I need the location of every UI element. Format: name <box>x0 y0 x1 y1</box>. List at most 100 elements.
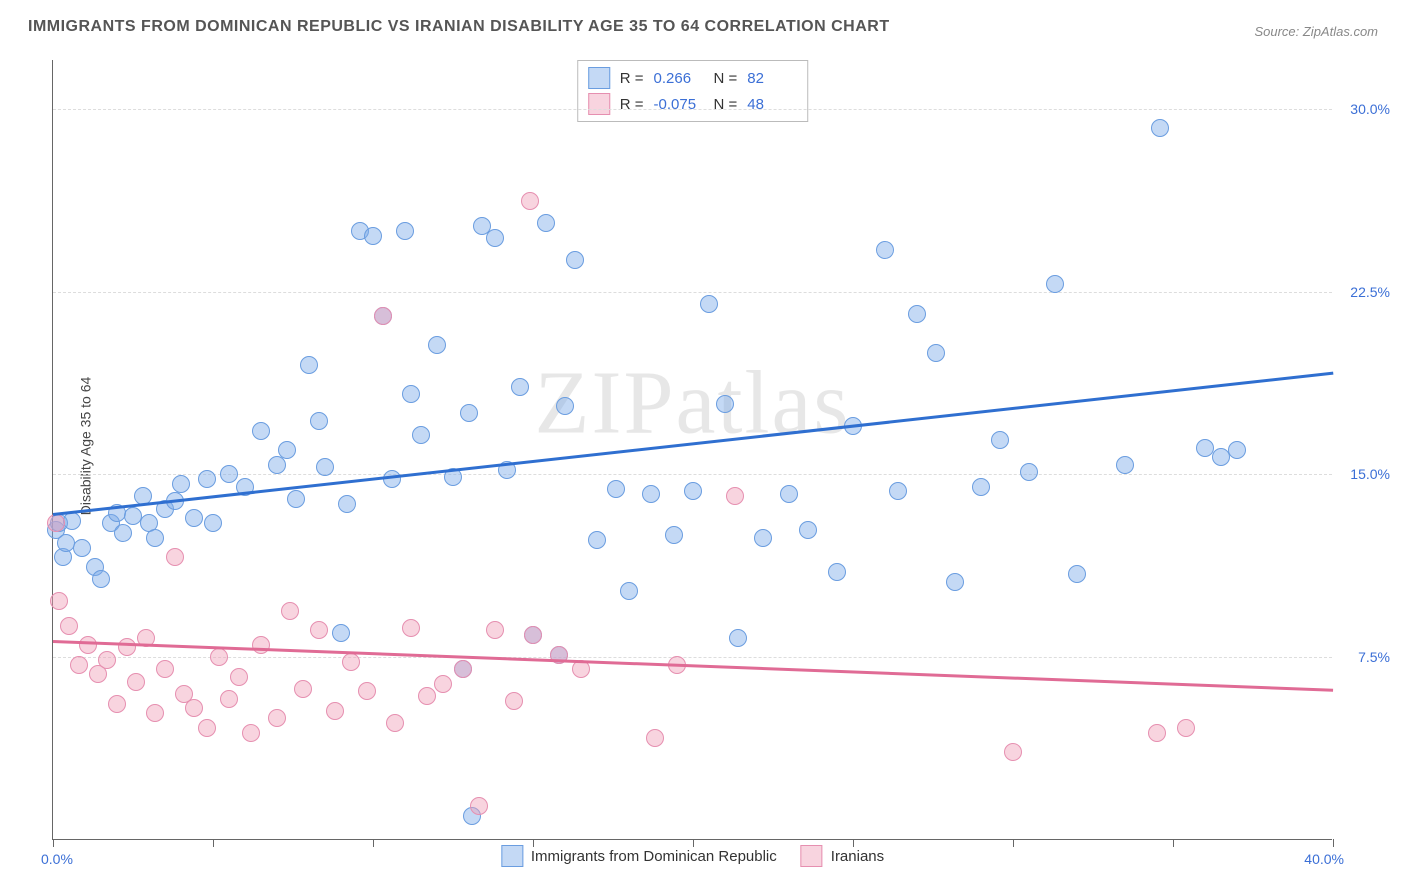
data-point <box>374 307 392 325</box>
data-point <box>642 485 660 503</box>
r-label: R = <box>620 70 644 87</box>
data-point <box>716 395 734 413</box>
data-point <box>98 651 116 669</box>
data-point <box>889 482 907 500</box>
data-point <box>60 617 78 635</box>
data-point <box>1020 463 1038 481</box>
legend-swatch <box>588 67 610 89</box>
x-tick <box>213 839 214 847</box>
data-point <box>198 719 216 737</box>
x-tick <box>853 839 854 847</box>
legend-label: Iranians <box>831 848 884 865</box>
data-point <box>521 192 539 210</box>
data-point <box>127 673 145 691</box>
data-point <box>108 695 126 713</box>
data-point <box>780 485 798 503</box>
x-tick <box>1013 839 1014 847</box>
data-point <box>185 699 203 717</box>
data-point <box>1046 275 1064 293</box>
data-point <box>294 680 312 698</box>
data-point <box>92 570 110 588</box>
data-point <box>1151 119 1169 137</box>
data-point <box>204 514 222 532</box>
data-point <box>332 624 350 642</box>
data-point <box>166 548 184 566</box>
data-point <box>402 619 420 637</box>
data-point <box>210 648 228 666</box>
gridline <box>53 109 1332 110</box>
gridline <box>53 474 1332 475</box>
gridline <box>53 657 1332 658</box>
r-value: 0.266 <box>654 70 704 87</box>
legend-swatch <box>801 845 823 867</box>
data-point <box>118 638 136 656</box>
r-value: -0.075 <box>654 96 704 113</box>
trend-line <box>53 640 1333 691</box>
data-point <box>505 692 523 710</box>
data-point <box>230 668 248 686</box>
data-point <box>412 426 430 444</box>
x-tick <box>53 839 54 847</box>
y-tick-label: 7.5% <box>1358 649 1390 665</box>
data-point <box>300 356 318 374</box>
legend-item: Immigrants from Dominican Republic <box>501 845 777 867</box>
data-point <box>665 526 683 544</box>
data-point <box>754 529 772 547</box>
data-point <box>991 431 1009 449</box>
data-point <box>726 487 744 505</box>
data-point <box>146 704 164 722</box>
data-point <box>310 621 328 639</box>
data-point <box>684 482 702 500</box>
data-point <box>402 385 420 403</box>
data-point <box>310 412 328 430</box>
data-point <box>607 480 625 498</box>
data-point <box>396 222 414 240</box>
chart-title: IMMIGRANTS FROM DOMINICAN REPUBLIC VS IR… <box>28 18 890 36</box>
data-point <box>364 227 382 245</box>
data-point <box>428 336 446 354</box>
data-point <box>146 529 164 547</box>
y-tick-label: 15.0% <box>1350 466 1390 482</box>
data-point <box>511 378 529 396</box>
data-point <box>486 229 504 247</box>
data-point <box>799 521 817 539</box>
source-attribution: Source: ZipAtlas.com <box>1254 24 1378 39</box>
data-point <box>646 729 664 747</box>
data-point <box>70 656 88 674</box>
gridline <box>53 292 1332 293</box>
data-point <box>358 682 376 700</box>
data-point <box>50 592 68 610</box>
data-point <box>1068 565 1086 583</box>
data-point <box>383 470 401 488</box>
data-point <box>1228 441 1246 459</box>
data-point <box>287 490 305 508</box>
data-point <box>1177 719 1195 737</box>
data-point <box>537 214 555 232</box>
legend-item: Iranians <box>801 845 884 867</box>
x-axis-min-label: 0.0% <box>41 851 73 867</box>
n-value: 48 <box>747 96 797 113</box>
r-label: R = <box>620 96 644 113</box>
stats-legend-row: R =0.266N =82 <box>588 65 798 91</box>
data-point <box>278 441 296 459</box>
x-tick <box>1333 839 1334 847</box>
data-point <box>172 475 190 493</box>
data-point <box>946 573 964 591</box>
data-point <box>1004 743 1022 761</box>
data-point <box>47 514 65 532</box>
data-point <box>1148 724 1166 742</box>
data-point <box>156 660 174 678</box>
data-point <box>268 709 286 727</box>
data-point <box>524 626 542 644</box>
data-point <box>242 724 260 742</box>
data-point <box>342 653 360 671</box>
data-point <box>556 397 574 415</box>
data-point <box>908 305 926 323</box>
x-tick <box>533 839 534 847</box>
legend-label: Immigrants from Dominican Republic <box>531 848 777 865</box>
data-point <box>588 531 606 549</box>
y-tick-label: 22.5% <box>1350 284 1390 300</box>
data-point <box>185 509 203 527</box>
data-point <box>252 422 270 440</box>
data-point <box>828 563 846 581</box>
